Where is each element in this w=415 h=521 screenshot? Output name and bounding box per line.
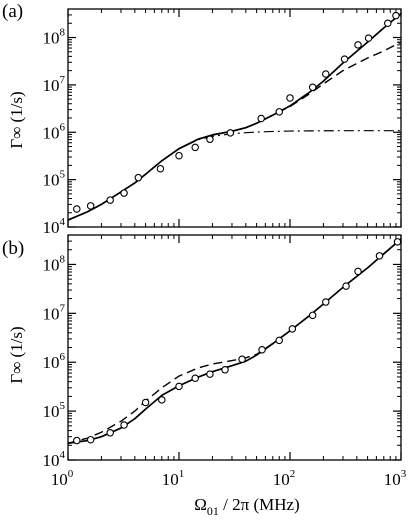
panel-b-data-point (221, 366, 229, 374)
panel-a-label: (a) (2, 1, 23, 22)
panel-a-dash-dot-curve (67, 130, 401, 221)
panel-a-y-tick-label: 106 (43, 121, 66, 142)
panel-a-data-point (206, 135, 214, 144)
panel-b-x-tick-label: 103 (384, 468, 407, 489)
panel-b-data-point (191, 374, 199, 382)
panel-b-y-tick-label: 108 (43, 253, 66, 274)
panel-a-data-point (392, 11, 400, 20)
panel-a-y-tick-label: 107 (43, 74, 66, 95)
panel-a-data-point (257, 114, 265, 123)
panel-a-data-point (275, 108, 283, 116)
panel-b-plot-frame (67, 234, 402, 461)
x-axis-title-rest: / 2π (MHz) (219, 495, 300, 514)
panel-a-solid-curve (67, 12, 402, 221)
panel-a-data-point (364, 34, 373, 42)
panel-b-data-point (106, 429, 114, 437)
panel-b-data-point (86, 435, 95, 444)
panel-a-data-point (384, 19, 392, 28)
panel-b-x-tick-label: 102 (273, 468, 296, 489)
panel-b-x-tick-label: 100 (51, 468, 74, 489)
panel-b-data-point (354, 267, 362, 276)
panel-b-dashed-curve (67, 330, 291, 444)
panel-b-label: (b) (2, 238, 24, 259)
panel-a-data-point (86, 202, 95, 210)
panel-b-data-point (238, 355, 246, 363)
panel-b-data-point (120, 421, 128, 429)
panel-b-data-point (258, 345, 266, 354)
panel-b-data-point (158, 396, 166, 404)
panel-b-data-point (375, 252, 384, 260)
panel-a-y-tick-label: 108 (43, 27, 66, 48)
panel-b-plot: 100 101 102 103 104 105 106 107 108 (43, 234, 407, 489)
panel-a-plot-frame (67, 8, 402, 228)
panel-b-x-tick-label: 101 (162, 468, 185, 489)
panel-b-data-point (175, 382, 183, 391)
panel-b-y-tick-label: 104 (43, 449, 66, 470)
panel-b-y-tick-label: 107 (43, 302, 66, 323)
x-axis-title: Ω01 / 2π (MHz) (194, 495, 299, 518)
panel-b-y-tick-label: 106 (43, 351, 66, 372)
panel-b-y-axis-title: Γ∞ (1/s) (7, 326, 26, 383)
panel-b-data-point (308, 311, 317, 320)
panel-a-data-point (175, 151, 183, 160)
panel-a-y-tick-label: 104 (43, 216, 66, 237)
panel-b: (b) Γ∞ (1/s) 100 101 102 103 104 105 106 107 108 (2, 234, 407, 489)
panel-b-y-tick-label: 105 (43, 400, 66, 421)
panel-a-data-point (226, 129, 235, 137)
panel-a-data-point (106, 196, 114, 204)
panel-a-plot: 104 105 106 107 108 (43, 8, 402, 237)
panel-a-y-tick-label: 105 (43, 169, 66, 190)
panel-b-data-point (393, 238, 402, 246)
panel-a-data-point (156, 164, 165, 173)
panel-b-data-point (288, 325, 297, 333)
panel-b-data-point (73, 436, 81, 445)
panel-a: (a) Γ∞ (1/s) 104 105 106 107 108 (2, 1, 402, 237)
x-axis-title-subscript: 01 (207, 504, 219, 518)
x-axis-title-symbol: Ω (194, 495, 207, 514)
panel-b-data-point (275, 336, 283, 345)
panel-a-data-point (120, 189, 128, 197)
panel-b-data-point (206, 370, 214, 378)
panel-b-solid-curve (67, 238, 402, 445)
panel-b-data-point (322, 298, 330, 306)
panel-a-data-point (73, 205, 81, 213)
panel-a-data-point (191, 143, 199, 152)
panel-a-data-point (322, 70, 330, 78)
panel-a-data-point (134, 173, 143, 182)
panel-b-data-point (342, 282, 350, 290)
panel-a-data-point (340, 55, 349, 63)
panel-b-data-point (141, 398, 150, 407)
panel-a-data-point (354, 41, 362, 49)
panel-a-data-point (308, 83, 317, 92)
panel-a-data-point (286, 94, 294, 102)
panel-a-y-axis-title: Γ∞ (1/s) (7, 91, 26, 148)
